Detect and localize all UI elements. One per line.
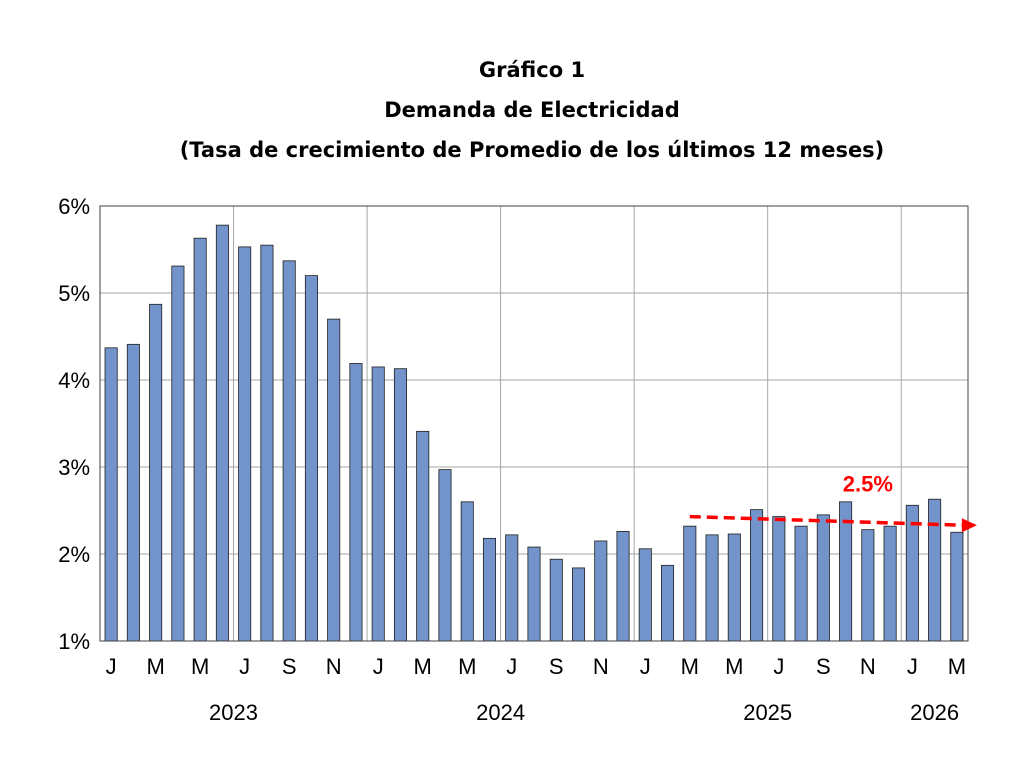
bar	[193, 237, 207, 642]
bar	[905, 504, 919, 642]
chart-title: Gráfico 1	[478, 58, 586, 82]
x-tick-label: N	[593, 654, 609, 679]
x-tick-label: J	[773, 654, 784, 679]
x-tick-label: N	[860, 654, 876, 679]
chart-subtitle: Demanda de Electricidad	[384, 98, 680, 122]
y-tick-label: 1%	[58, 629, 90, 654]
x-tick-label: M	[725, 654, 743, 679]
bar	[126, 343, 140, 642]
year-label: 2025	[743, 700, 792, 725]
bar	[928, 498, 942, 642]
trend-annotation-label: 2.5%	[843, 471, 893, 496]
y-tick-label: 5%	[58, 281, 90, 306]
bar	[527, 546, 541, 642]
bar	[104, 347, 118, 642]
bar	[505, 534, 519, 642]
y-tick-label: 4%	[58, 368, 90, 393]
bar	[861, 529, 875, 642]
bar	[772, 516, 786, 642]
bar	[705, 534, 719, 642]
bar	[571, 567, 586, 642]
bar	[215, 224, 229, 642]
bar	[438, 469, 452, 642]
x-tick-label: M	[948, 654, 966, 679]
bar	[883, 525, 897, 642]
bar	[482, 537, 497, 642]
bar	[460, 501, 474, 642]
bar	[171, 265, 185, 642]
chart-title-block: Gráfico 1 Demanda de Electricidad (Tasa …	[0, 50, 1024, 170]
x-tick-label: S	[549, 654, 564, 679]
x-tick-label: M	[681, 654, 699, 679]
trend-arrow-head	[961, 518, 977, 533]
bar	[371, 366, 385, 642]
trend-arrow-line	[689, 514, 965, 528]
bar	[683, 525, 697, 642]
bar	[661, 564, 675, 642]
x-tick-label: N	[326, 654, 342, 679]
x-tick-label: M	[191, 654, 209, 679]
bar	[616, 530, 630, 642]
bar	[594, 540, 608, 642]
plot-border	[99, 205, 969, 642]
x-tick-label: M	[458, 654, 476, 679]
bar	[260, 244, 274, 642]
bar	[149, 303, 163, 642]
x-tick-label: J	[907, 654, 918, 679]
bar	[549, 558, 563, 642]
x-tick-label: S	[282, 654, 297, 679]
x-tick-label: M	[414, 654, 432, 679]
x-tick-label: S	[816, 654, 831, 679]
x-tick-label: J	[106, 654, 117, 679]
bar	[238, 246, 252, 642]
bar	[304, 275, 318, 642]
bar	[282, 260, 296, 642]
bar	[393, 368, 407, 642]
bar	[349, 363, 363, 642]
bar	[750, 509, 764, 642]
bar	[816, 514, 830, 642]
bar	[327, 318, 341, 642]
y-tick-label: 2%	[58, 542, 90, 567]
bar	[950, 531, 964, 642]
x-tick-label: M	[146, 654, 164, 679]
bar	[727, 533, 741, 642]
bar	[638, 548, 652, 642]
x-tick-label: J	[239, 654, 250, 679]
y-tick-label: 3%	[58, 455, 90, 480]
year-label: 2024	[476, 700, 525, 725]
year-label: 2026	[910, 700, 959, 725]
x-tick-label: J	[373, 654, 384, 679]
bar	[794, 525, 808, 642]
x-tick-label: J	[506, 654, 517, 679]
chart-subtitle-2: (Tasa de crecimiento de Promedio de los …	[179, 138, 885, 162]
x-tick-label: J	[640, 654, 651, 679]
y-tick-label: 6%	[58, 194, 90, 219]
year-label: 2023	[209, 700, 258, 725]
bar	[416, 430, 430, 642]
